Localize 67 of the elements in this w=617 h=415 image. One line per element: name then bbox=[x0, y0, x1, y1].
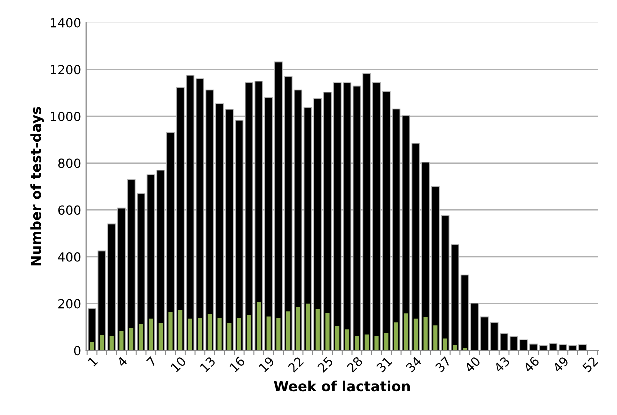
x-tick-label: 1 bbox=[88, 356, 98, 367]
bar bbox=[129, 328, 134, 351]
bar bbox=[306, 304, 310, 351]
bar bbox=[364, 334, 370, 351]
bar bbox=[90, 342, 94, 351]
bar bbox=[326, 312, 330, 351]
y-tick-label: 1200 bbox=[51, 65, 81, 75]
y-tick-label: 1000 bbox=[51, 112, 81, 122]
y-axis-title: Number of test-days bbox=[30, 107, 44, 266]
bar bbox=[218, 318, 222, 351]
bar bbox=[256, 302, 262, 351]
bar bbox=[463, 348, 468, 351]
bar bbox=[208, 314, 212, 351]
bar bbox=[158, 323, 163, 351]
bar bbox=[247, 315, 252, 351]
x-tick-label: 31 bbox=[376, 356, 393, 373]
bar bbox=[374, 336, 379, 351]
bar bbox=[286, 312, 291, 351]
x-axis-title: Week of lactation bbox=[274, 380, 410, 392]
bar bbox=[198, 318, 202, 351]
bar bbox=[110, 336, 114, 351]
x-tick-label: 10 bbox=[170, 356, 187, 373]
x-tick-label: 16 bbox=[229, 356, 246, 373]
x-tick-label: 22 bbox=[288, 356, 304, 373]
bar bbox=[296, 307, 300, 351]
bar bbox=[434, 326, 438, 351]
x-tick-label: 19 bbox=[258, 356, 276, 373]
bar bbox=[453, 345, 458, 351]
bar bbox=[139, 324, 144, 351]
x-tick-label: 46 bbox=[523, 356, 540, 374]
bar bbox=[355, 336, 360, 351]
bar bbox=[345, 330, 350, 351]
bar bbox=[100, 335, 104, 351]
y-tick-label: 1400 bbox=[51, 18, 81, 28]
bar bbox=[178, 310, 183, 351]
x-tick-label: 13 bbox=[200, 356, 216, 373]
bar bbox=[384, 333, 389, 351]
x-tick-label: 49 bbox=[552, 356, 570, 374]
bar bbox=[188, 318, 192, 351]
x-tick-label: 52 bbox=[582, 356, 599, 373]
x-tick-label: 28 bbox=[346, 356, 364, 373]
bar bbox=[414, 318, 418, 351]
bar bbox=[237, 318, 242, 351]
bar bbox=[394, 322, 398, 351]
y-tick-label: 200 bbox=[58, 299, 81, 309]
y-tick-label: 400 bbox=[58, 252, 81, 262]
bar bbox=[404, 314, 408, 351]
bar bbox=[266, 316, 271, 351]
x-tick-label: 37 bbox=[435, 356, 452, 373]
y-tick-label: 600 bbox=[58, 206, 81, 216]
x-tick-label: 25 bbox=[317, 356, 334, 373]
bar bbox=[335, 326, 340, 351]
x-tick-label: 34 bbox=[406, 356, 422, 373]
bar bbox=[316, 309, 320, 351]
y-tick-label: 0 bbox=[74, 346, 81, 356]
bar bbox=[168, 312, 173, 351]
bar bbox=[424, 316, 428, 351]
x-tick-label: 4 bbox=[116, 356, 128, 368]
y-tick-label: 800 bbox=[58, 158, 81, 168]
x-tick-label: 7 bbox=[146, 356, 158, 368]
bar bbox=[228, 323, 232, 351]
bar bbox=[120, 331, 124, 351]
bar bbox=[443, 338, 448, 351]
x-tick-label: 43 bbox=[494, 356, 510, 374]
bar bbox=[276, 318, 281, 351]
x-tick-label: 40 bbox=[464, 356, 482, 374]
bar bbox=[149, 318, 154, 351]
